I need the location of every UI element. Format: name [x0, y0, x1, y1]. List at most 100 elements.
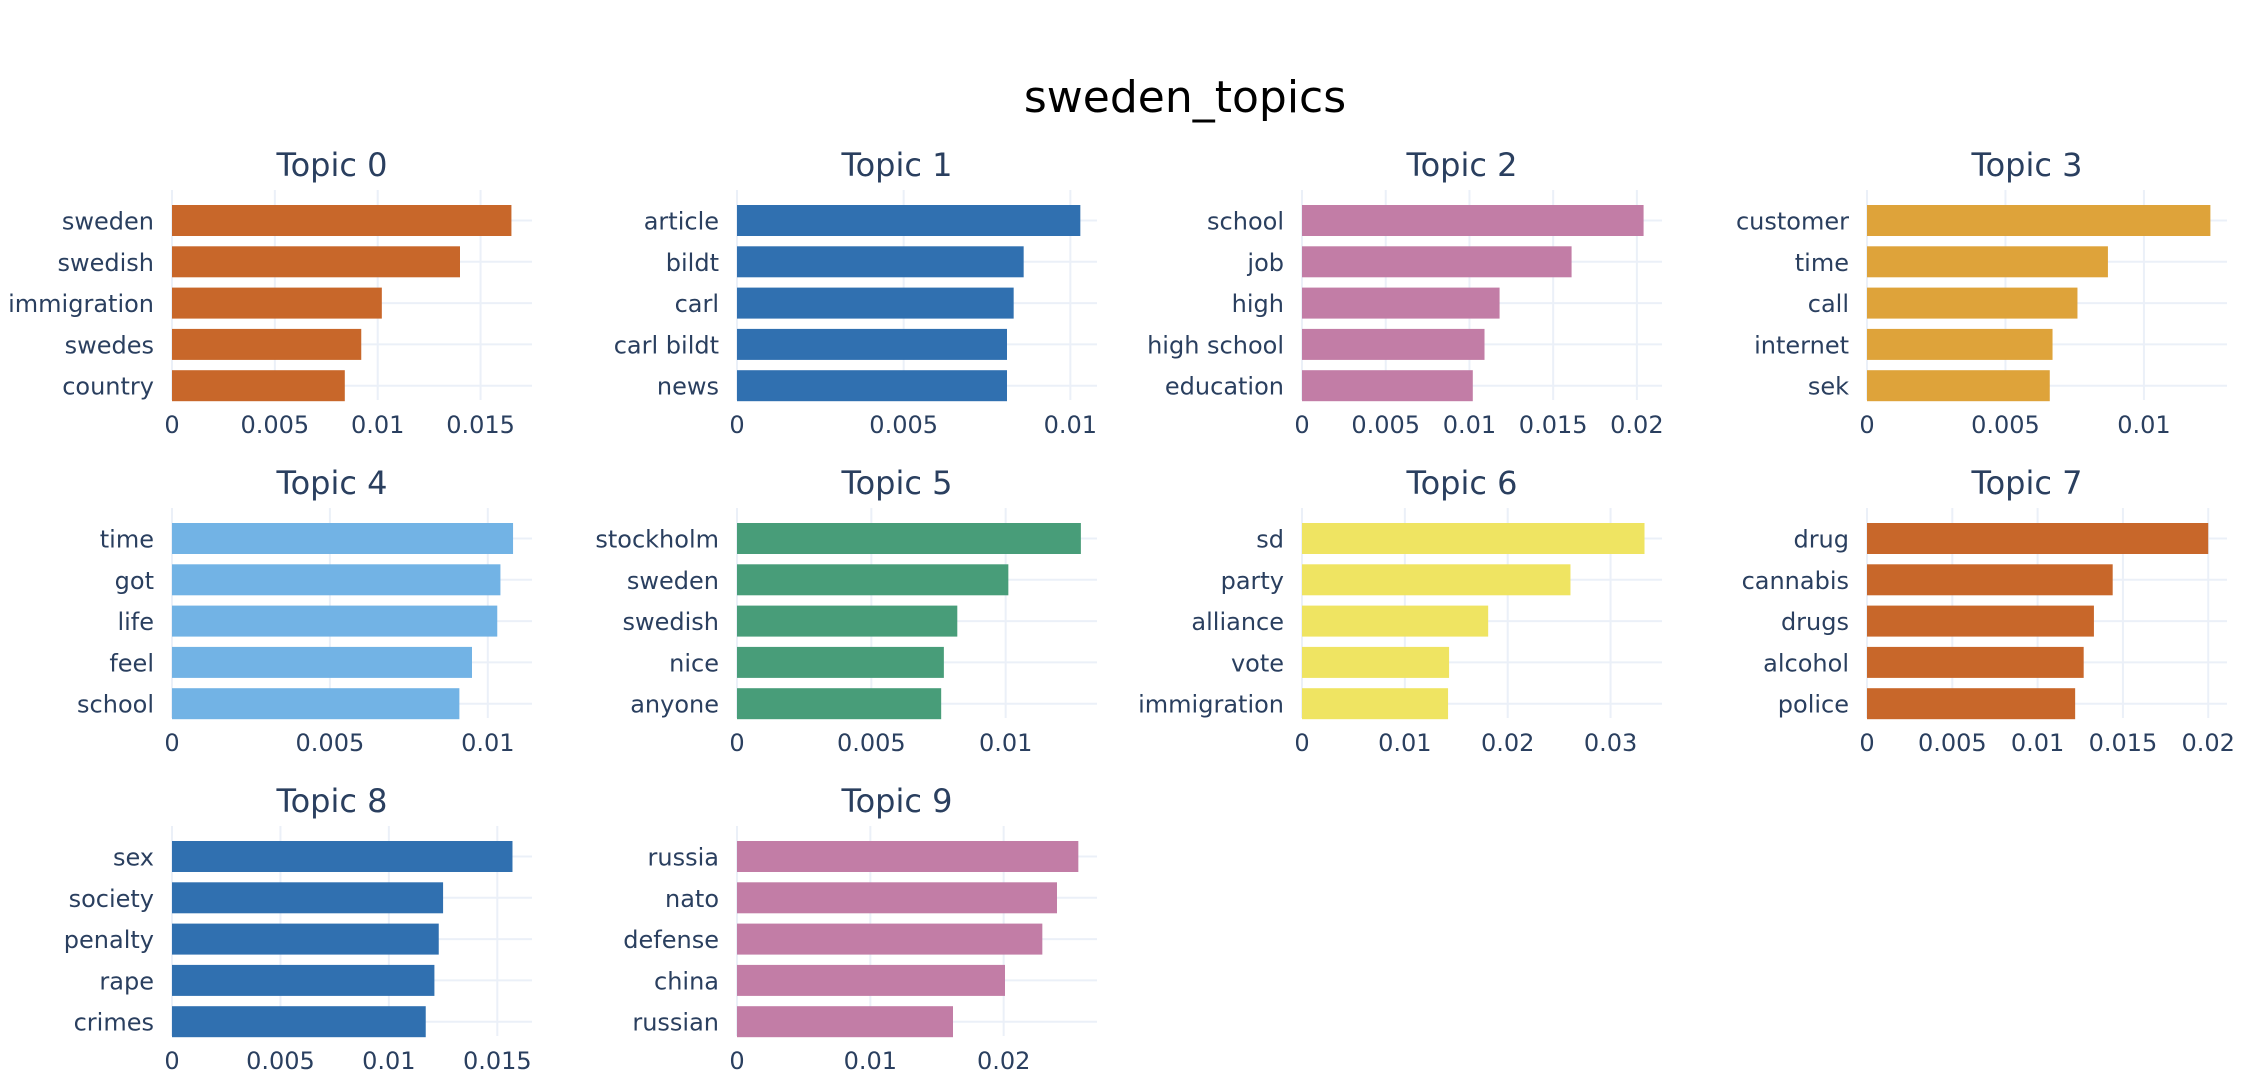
topic-panel-1: Topic 1 article bildt carl carl bildt news 0 0.… — [614, 146, 1097, 439]
panel-title: Topic 7 — [1970, 464, 2082, 502]
category-label: immigration — [1138, 691, 1284, 719]
bar-article — [737, 205, 1081, 236]
figure-title: sweden_topics — [1024, 72, 1346, 123]
category-label: swedish — [57, 249, 154, 277]
category-label: sd — [1256, 526, 1284, 554]
x-tick-label: 0 — [729, 411, 744, 439]
panel-title: Topic 5 — [840, 464, 952, 502]
x-tick-label: 0.01 — [2117, 411, 2170, 439]
x-tick-label: 0.01 — [979, 729, 1032, 757]
category-label: job — [1246, 249, 1284, 277]
bar-penalty — [172, 923, 439, 955]
category-label: customer — [1736, 208, 1849, 236]
bar-call — [1867, 287, 2078, 319]
bar-russian — [737, 1006, 953, 1038]
x-tick-label: 0.005 — [240, 411, 309, 439]
category-label: cannabis — [1742, 567, 1849, 595]
bar-rape — [172, 964, 435, 996]
category-label: school — [77, 691, 154, 719]
category-label: got — [115, 567, 154, 595]
category-label: country — [62, 373, 154, 401]
category-label: immigration — [8, 290, 154, 318]
category-label: sek — [1808, 373, 1849, 401]
category-label: education — [1165, 373, 1284, 401]
category-label: swedish — [622, 608, 719, 636]
category-label: time — [100, 526, 154, 554]
x-tick-label: 0 — [164, 411, 179, 439]
x-tick-label: 0.01 — [2011, 729, 2064, 757]
category-label: call — [1808, 290, 1849, 318]
topic-panel-6: Topic 6 sd party alliance vote immigration 0 0.… — [1138, 464, 1662, 757]
x-tick-label: 0.015 — [2089, 729, 2158, 757]
topic-panel-4: Topic 4 time got life feel school 0 0.005 0.01 — [77, 464, 532, 757]
panel-title: Topic 1 — [840, 146, 952, 184]
x-tick-label: 0.03 — [1584, 729, 1637, 757]
x-tick-label: 0.015 — [463, 1047, 532, 1075]
category-label: vote — [1231, 649, 1284, 677]
bar-time — [172, 523, 514, 554]
category-label: sex — [113, 844, 154, 872]
category-label: china — [654, 967, 719, 995]
bar-stockholm — [737, 523, 1081, 554]
x-tick-label: 0 — [1294, 411, 1309, 439]
bar-bildt — [737, 246, 1024, 278]
bar-drugs — [1867, 605, 2094, 637]
category-label: news — [657, 373, 719, 401]
topic-panel-9: Topic 9 russia nato defense china russian 0 0.0… — [623, 782, 1097, 1075]
bar-school — [172, 688, 460, 720]
bar-alliance — [1302, 605, 1489, 637]
x-tick-label: 0.01 — [844, 1047, 897, 1075]
topic-panel-3: Topic 3 customer time call internet sek 0 0.005… — [1736, 146, 2227, 439]
x-tick-label: 0.005 — [1971, 411, 2040, 439]
bar-customer — [1867, 205, 2211, 236]
category-label: defense — [623, 926, 719, 954]
bar-immigration — [172, 287, 382, 319]
bar-feel — [172, 646, 472, 678]
x-tick-label: 0.02 — [1610, 411, 1663, 439]
bar-life — [172, 605, 498, 637]
x-tick-label: 0.01 — [1443, 411, 1496, 439]
x-tick-label: 0.01 — [461, 729, 514, 757]
category-label: article — [644, 208, 719, 236]
category-label: carl — [675, 290, 719, 318]
bar-time — [1867, 246, 2108, 278]
bar-cannabis — [1867, 564, 2113, 596]
category-label: carl bildt — [614, 331, 719, 359]
x-tick-label: 0 — [729, 1047, 744, 1075]
x-tick-label: 0.02 — [1481, 729, 1534, 757]
bar-carl — [737, 287, 1014, 319]
bar-swedish — [737, 605, 958, 637]
category-label: time — [1795, 249, 1849, 277]
category-label: rape — [99, 967, 154, 995]
panel-title: Topic 0 — [275, 146, 387, 184]
category-label: school — [1207, 208, 1284, 236]
category-label: alcohol — [1763, 649, 1849, 677]
x-tick-label: 0.01 — [1378, 729, 1431, 757]
category-label: nato — [665, 885, 719, 913]
bar-high — [1302, 287, 1500, 319]
bar-russia — [737, 841, 1079, 872]
panel-title: Topic 2 — [1405, 146, 1517, 184]
panel-title: Topic 9 — [840, 782, 952, 820]
category-label: party — [1221, 567, 1284, 595]
bar-got — [172, 564, 501, 596]
bar-society — [172, 882, 444, 914]
bar-country — [172, 370, 345, 402]
bar-job — [1302, 246, 1572, 278]
x-tick-label: 0.02 — [2182, 729, 2235, 757]
x-tick-label: 0.01 — [362, 1047, 415, 1075]
x-tick-label: 0.02 — [977, 1047, 1030, 1075]
category-label: high — [1232, 290, 1284, 318]
panel-title: Topic 6 — [1405, 464, 1517, 502]
x-tick-label: 0 — [1859, 729, 1874, 757]
bar-party — [1302, 564, 1571, 596]
bar-nice — [737, 646, 944, 678]
bar-swedes — [172, 328, 362, 360]
bar-sweden — [737, 564, 1009, 596]
category-label: drug — [1793, 526, 1849, 554]
bar-drug — [1867, 523, 2209, 554]
category-label: police — [1778, 691, 1849, 719]
bar-vote — [1302, 646, 1450, 678]
category-label: high school — [1147, 331, 1284, 359]
panel-title: Topic 3 — [1970, 146, 2082, 184]
